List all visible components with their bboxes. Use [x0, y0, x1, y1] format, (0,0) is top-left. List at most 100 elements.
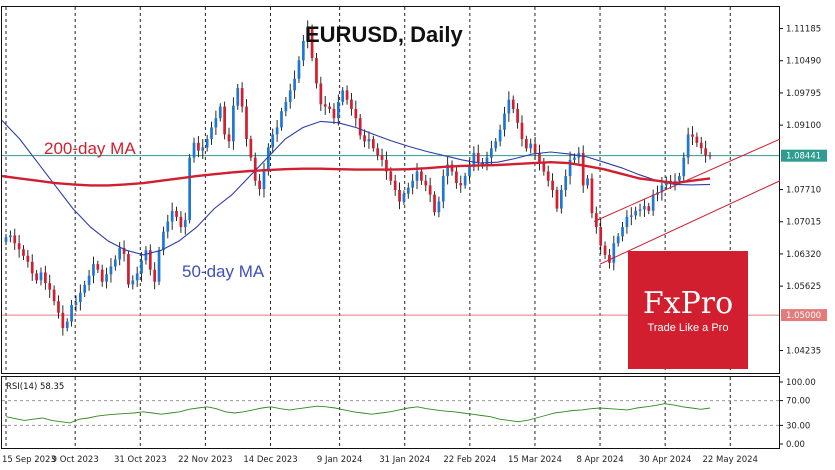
candle	[131, 275, 135, 290]
candle-body	[87, 275, 91, 285]
candle	[463, 172, 467, 189]
candle	[490, 140, 493, 166]
candle-body	[175, 210, 178, 217]
candle-body	[389, 171, 393, 181]
candle	[306, 20, 310, 49]
candle-body	[205, 139, 209, 148]
candle	[568, 151, 572, 185]
candle-body	[358, 118, 362, 136]
candle	[446, 156, 449, 185]
candle	[542, 158, 546, 176]
candle	[30, 254, 34, 281]
candle	[162, 226, 165, 256]
candle	[13, 228, 17, 250]
candle	[643, 198, 646, 217]
candle-body	[546, 171, 550, 181]
candle-body	[52, 289, 56, 302]
rsi-tick-label: 0.00	[786, 440, 805, 450]
candle	[210, 121, 213, 145]
candle-body	[249, 139, 253, 158]
candle	[651, 189, 655, 216]
candle-body	[599, 227, 603, 246]
candle	[603, 241, 607, 260]
candle-body	[507, 99, 511, 114]
candle	[148, 244, 152, 276]
chart-title: EURUSD, Daily	[305, 22, 463, 47]
candle	[385, 151, 388, 180]
price-tick-label: 1.07710	[786, 186, 821, 196]
candle-body	[494, 141, 498, 149]
candle	[494, 138, 498, 152]
candle-body	[135, 273, 139, 281]
candle	[695, 132, 699, 147]
candle-body	[568, 159, 572, 177]
x-tick-label: 31 Jan 2024	[379, 455, 430, 465]
candle-body	[463, 176, 467, 186]
candle-body	[616, 236, 620, 244]
candle-body	[201, 147, 205, 151]
candle-body	[232, 105, 235, 142]
candle	[232, 97, 235, 150]
candle-body	[538, 152, 541, 163]
candle-body	[131, 280, 135, 285]
candle-body	[564, 176, 568, 190]
candle	[485, 151, 489, 171]
candle	[529, 138, 533, 154]
candle-body	[660, 185, 664, 193]
candle-body	[485, 157, 489, 165]
fxpro-logo-text: FxPro	[643, 286, 733, 321]
candle-body	[402, 193, 406, 202]
candle-body	[424, 180, 428, 186]
candle	[647, 202, 651, 215]
candle	[441, 169, 445, 209]
price-tick-label: 1.05625	[786, 282, 821, 292]
candle-body	[555, 190, 559, 209]
candle	[87, 269, 91, 291]
candle	[546, 165, 550, 187]
candle-body	[511, 99, 515, 109]
candle-body	[236, 88, 240, 106]
candle-body	[92, 264, 95, 276]
candle	[22, 245, 25, 260]
candle	[249, 135, 253, 161]
candle-body	[245, 106, 248, 140]
candle-body	[258, 180, 261, 190]
candle-body	[704, 148, 707, 156]
candle-body	[39, 272, 43, 281]
candle-body	[682, 157, 686, 177]
candle-body	[179, 216, 183, 228]
candle	[398, 182, 401, 210]
candle-body	[301, 40, 305, 61]
candle-body	[350, 99, 353, 109]
candle-body	[590, 178, 594, 214]
candle-body	[651, 194, 655, 211]
candle	[406, 182, 410, 199]
candle-body	[455, 171, 458, 184]
candle	[629, 207, 633, 226]
candle-body	[643, 206, 646, 210]
candle	[236, 83, 240, 110]
candle	[625, 210, 629, 234]
candle	[127, 250, 130, 288]
candle-body	[74, 302, 78, 305]
candle-body	[153, 269, 157, 282]
candle	[380, 148, 384, 167]
candle-body	[437, 201, 441, 213]
candle	[48, 274, 52, 298]
candle-body	[188, 157, 192, 221]
candle-body	[380, 155, 384, 160]
candle	[691, 126, 694, 146]
candle	[197, 136, 200, 158]
candle	[520, 115, 524, 147]
candle	[612, 235, 616, 271]
candle-body	[218, 106, 222, 119]
candle	[472, 146, 476, 172]
candle	[109, 258, 113, 283]
candle	[271, 128, 275, 154]
candle	[367, 131, 371, 149]
candle	[17, 234, 21, 258]
candle-body	[573, 157, 576, 160]
candle-body	[319, 83, 323, 105]
candle-body	[398, 190, 401, 202]
candle-body	[603, 245, 607, 255]
